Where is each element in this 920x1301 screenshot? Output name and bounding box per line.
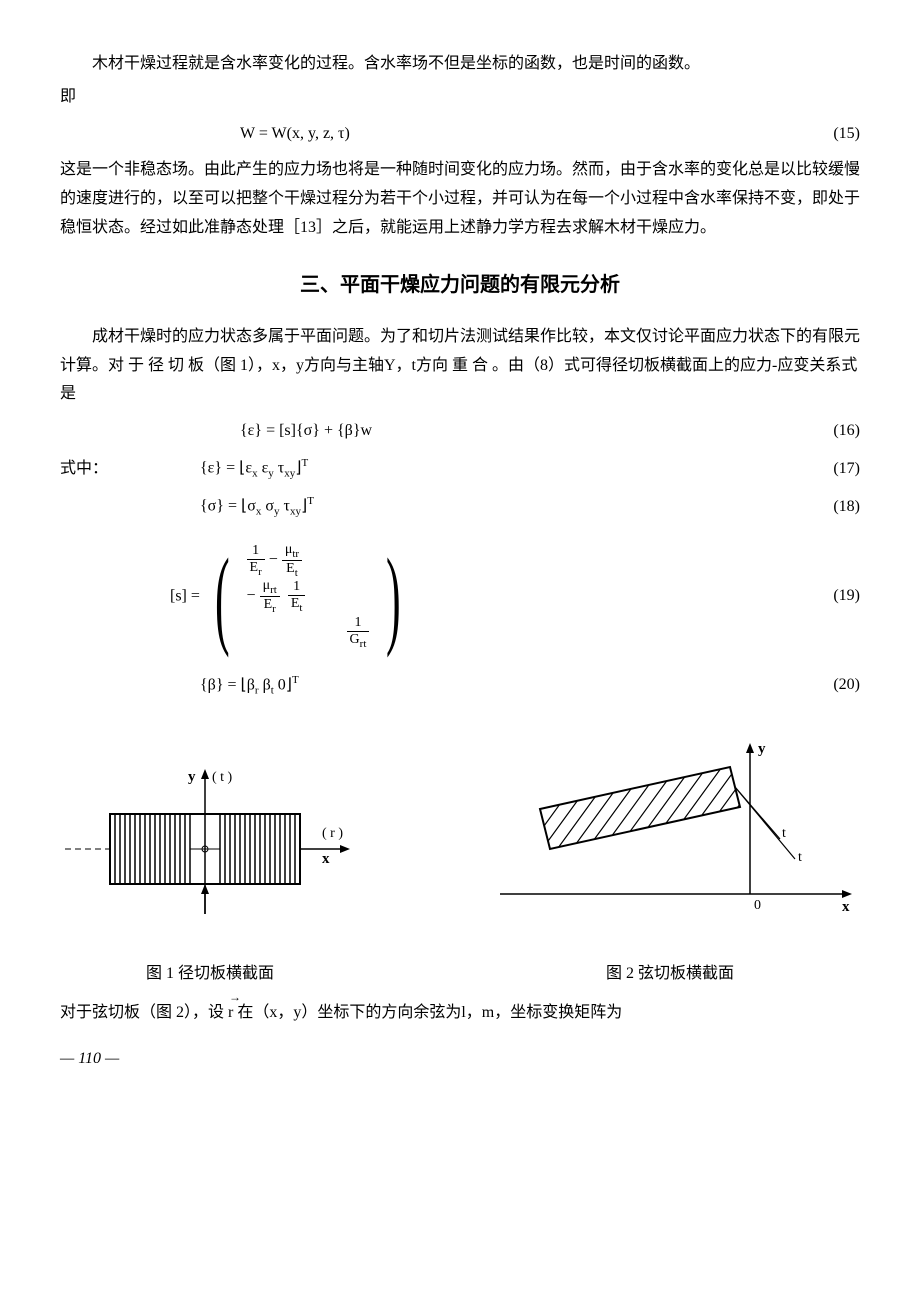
figure-1: y ( t ) ( r ) x xyxy=(60,759,360,989)
equation-17: 式中： {ε} = ⌊εx εy τxy⌋T (17) xyxy=(60,454,860,484)
eq17-body: {ε} = ⌊εx εy τxy⌋T xyxy=(140,454,800,484)
fig2-x-label: x xyxy=(842,899,850,915)
equation-15: W = W(x, y, z, τ) (15) xyxy=(60,120,860,149)
section-heading: 三、平面干燥应力问题的有限元分析 xyxy=(60,267,860,303)
fig2-t2-label: t xyxy=(798,850,802,865)
eq15-num: (15) xyxy=(800,120,860,149)
equation-18: {σ} = ⌊σx σy τxy⌋T (18) xyxy=(60,492,860,522)
fig2-t1-label: t xyxy=(782,826,786,841)
fig2-o-label: 0 xyxy=(754,898,761,913)
paragraph-3: 成材干燥时的应力状态多属于平面问题。为了和切片法测试结果作比较，本文仅讨论平面应… xyxy=(60,323,860,409)
eq19-body: [s] = ( 1Er − μtrEt − μrtEr 1Et xyxy=(140,539,800,655)
fig2-caption: 图 2 弦切板横截面 xyxy=(480,960,860,989)
eq16-num: (16) xyxy=(800,417,860,446)
eq20-body: {β} = ⌊βr βt 0⌋T xyxy=(140,671,800,701)
eq19-num: (19) xyxy=(800,582,860,611)
paragraph-1b: 即 xyxy=(60,83,860,112)
fig1-y-label: y xyxy=(188,769,196,785)
fig1-t-label: ( t ) xyxy=(212,770,233,785)
equation-20: {β} = ⌊βr βt 0⌋T (20) xyxy=(60,671,860,701)
page-number: — 110 — xyxy=(60,1045,860,1074)
paragraph-1: 木材干燥过程就是含水率变化的过程。含水率场不但是坐标的函数，也是时间的函数。 xyxy=(60,50,860,79)
eq16-body: {ε} = [s]{σ} + {β}w xyxy=(140,417,800,446)
fig1-caption: 图 1 径切板横截面 xyxy=(60,960,360,989)
fig2-svg: y x 0 t t xyxy=(480,729,860,939)
eq18-body: {σ} = ⌊σx σy τxy⌋T xyxy=(140,492,800,522)
paragraph-4: 对于弦切板（图 2），设 →r 在（x，y）坐标下的方向余弦为l，m，坐标变换矩… xyxy=(60,999,860,1028)
fig1-x-label: x xyxy=(322,851,330,867)
eq18-num: (18) xyxy=(800,493,860,522)
eq17-num: (17) xyxy=(800,455,860,484)
figure-2: y x 0 t t xyxy=(480,729,860,989)
fig1-r-label: ( r ) xyxy=(322,826,343,841)
eq17-label: 式中： xyxy=(60,455,140,484)
paragraph-2: 这是一个非稳态场。由此产生的应力场也将是一种随时间变化的应力场。然而，由于含水率… xyxy=(60,156,860,242)
eq20-num: (20) xyxy=(800,671,860,700)
eq15-body: W = W(x, y, z, τ) xyxy=(140,120,800,149)
equation-16: {ε} = [s]{σ} + {β}w (16) xyxy=(60,417,860,446)
fig1-svg: y ( t ) ( r ) x xyxy=(60,759,360,939)
fig2-y-label: y xyxy=(758,741,766,757)
equation-19: [s] = ( 1Er − μtrEt − μrtEr 1Et xyxy=(60,539,860,655)
